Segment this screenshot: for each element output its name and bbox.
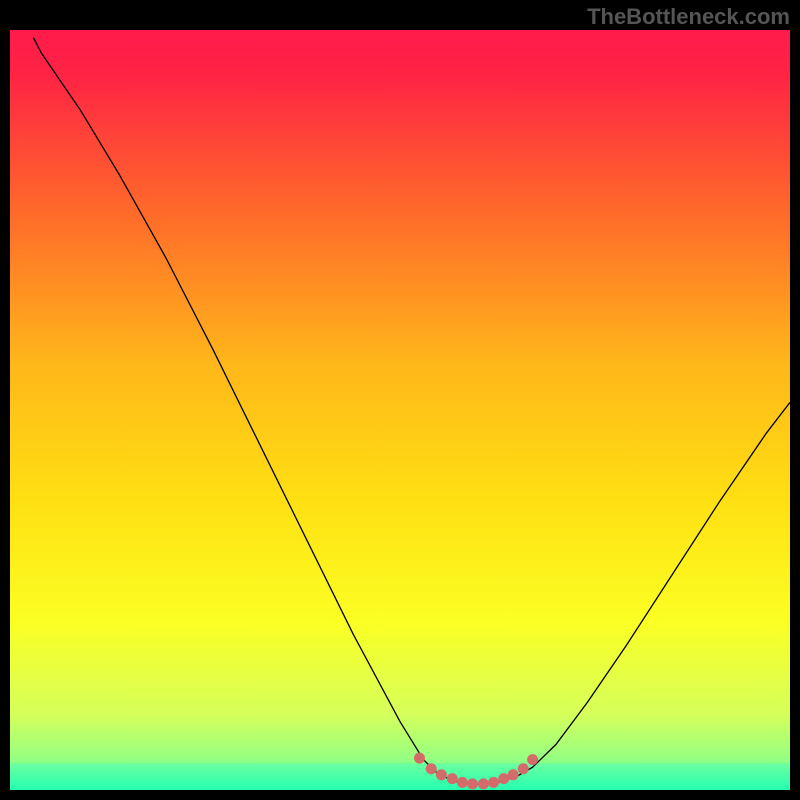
- chart-container: [10, 30, 790, 790]
- marker-point: [447, 773, 458, 784]
- green-band: [10, 763, 790, 790]
- marker-point: [414, 753, 425, 764]
- marker-point: [457, 777, 468, 788]
- chart-svg: [10, 30, 790, 790]
- marker-point: [478, 778, 489, 789]
- marker-point: [436, 769, 447, 780]
- watermark-text: TheBottleneck.com: [587, 4, 790, 30]
- plot-area: [10, 30, 790, 790]
- marker-point: [508, 769, 519, 780]
- marker-point: [488, 777, 499, 788]
- marker-point: [498, 773, 509, 784]
- marker-point: [527, 754, 538, 765]
- marker-point: [467, 778, 478, 789]
- gradient-background: [10, 30, 790, 790]
- marker-point: [518, 763, 529, 774]
- marker-point: [426, 763, 437, 774]
